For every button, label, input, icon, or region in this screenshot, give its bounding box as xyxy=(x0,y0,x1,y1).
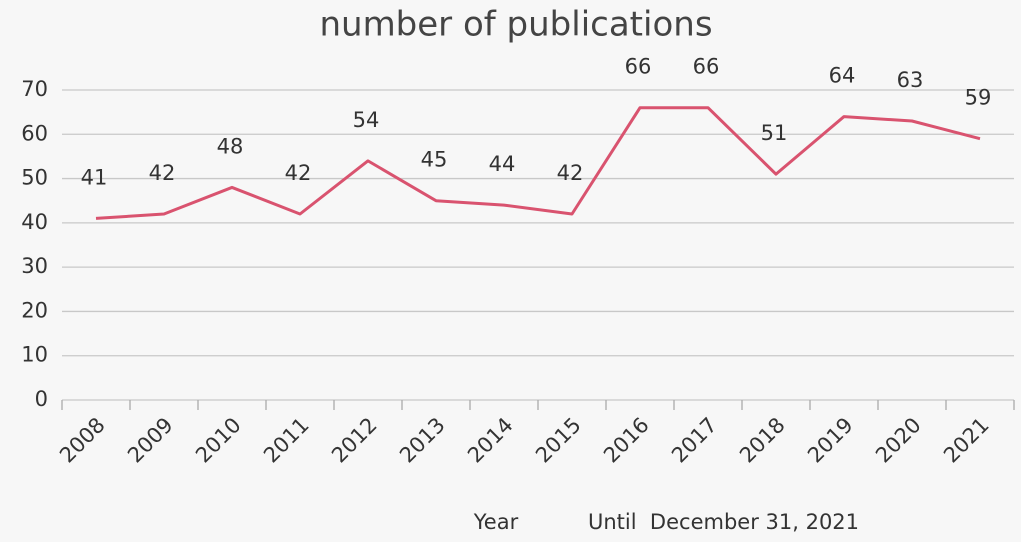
y-tick-label: 50 xyxy=(21,166,48,190)
annotation: Until December 31, 2021 xyxy=(588,510,859,534)
y-tick-label: 20 xyxy=(21,298,48,322)
y-tick-label: 10 xyxy=(21,343,48,367)
data-label: 63 xyxy=(897,68,924,92)
y-tick-label: 60 xyxy=(21,121,48,145)
chart-title: number of publications xyxy=(319,5,712,45)
data-label: 42 xyxy=(285,161,312,185)
y-tick-label: 30 xyxy=(21,254,48,278)
data-label: 41 xyxy=(81,165,108,189)
data-label: 42 xyxy=(557,161,584,185)
line xyxy=(95,106,981,220)
data-label: 59 xyxy=(965,86,992,110)
data-label: 42 xyxy=(149,161,176,185)
data-label: 48 xyxy=(217,134,244,158)
data-label: 54 xyxy=(353,108,380,132)
y-tick-label: 0 xyxy=(35,387,48,411)
data-label: 66 xyxy=(625,55,652,79)
y-tick-label: 40 xyxy=(21,210,48,234)
data-label: 45 xyxy=(421,148,448,172)
data-label: 51 xyxy=(761,121,788,145)
data-label: 66 xyxy=(693,55,720,79)
data-label: 64 xyxy=(829,64,856,88)
y-tick-label: 70 xyxy=(21,77,48,101)
x-axis-label: Year xyxy=(473,510,519,534)
data-label: 44 xyxy=(489,152,516,176)
